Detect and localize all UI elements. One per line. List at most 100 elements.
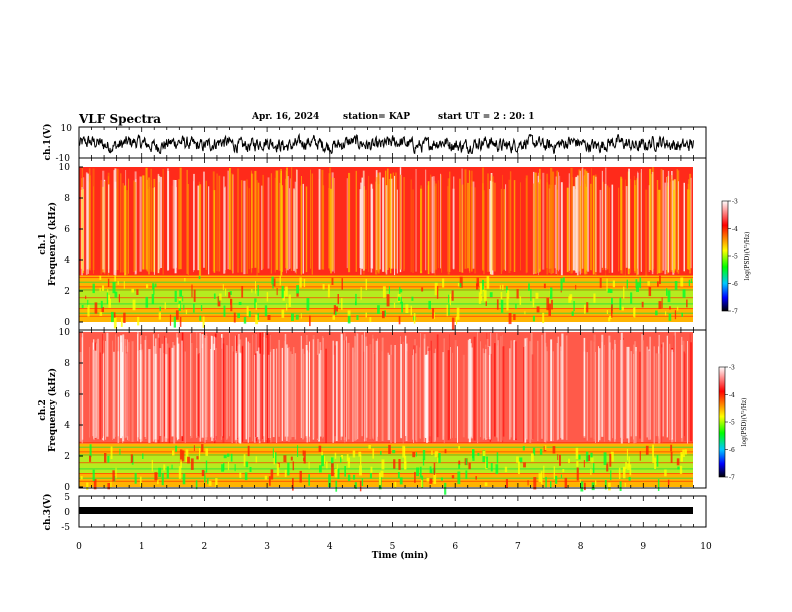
spectral-streak [575,189,576,272]
spectral-streak [620,332,623,444]
low-band-speckle [182,295,184,302]
spectral-streak [364,332,365,442]
spectral-streak [482,348,484,440]
spectral-streak [566,187,569,273]
low-band-speckle [677,466,680,470]
spectral-streak [392,172,394,269]
low-band-speckle [426,477,430,482]
spectral-streak [425,169,427,271]
spectral-streak [502,334,503,441]
low-band-speckle [416,467,419,477]
low-band-speckle [158,467,162,477]
spectral-streak [168,347,171,444]
spectral-streak [325,348,327,444]
spectral-streak [269,334,271,443]
low-band-speckle [519,457,523,463]
spectral-streak [153,187,155,275]
ch2-spectrogram-panel: 0 2 4 6 8 10 ch.2 Frequency (kHz) [38,328,707,495]
spectral-streak [483,190,485,275]
low-band-speckle [664,469,667,477]
spectral-streak [119,335,122,439]
spectral-streak [232,174,233,274]
spectral-streak [159,348,162,436]
spectral-streak [164,335,165,437]
spectral-streak [529,341,532,443]
spectral-streak [436,334,439,438]
spectral-streak [120,173,122,273]
spectral-streak [288,346,290,442]
low-band-speckle [276,288,278,296]
low-band-speckle [458,460,461,466]
spectral-streak [474,187,476,274]
spectral-streak [666,335,668,438]
spectral-streak [550,167,553,269]
spectral-streak [660,169,663,273]
low-band-speckle [400,289,403,293]
spectral-streak [94,350,97,439]
low-band-speckle [243,316,247,324]
freq-tick-label: 8 [64,194,70,204]
low-band-speckle [108,298,111,308]
spectral-streak [126,190,128,276]
low-band-speckle [222,284,224,291]
low-band-speckle [154,472,158,481]
spectral-streak [620,340,622,438]
colorbar-tick-label: -6 [729,447,735,454]
spectral-streak [232,174,234,274]
spectral-streak [684,353,686,441]
low-band-speckle [388,286,390,294]
low-band-speckle [359,480,362,492]
spectral-streak [127,339,128,441]
spectral-streak [120,342,123,438]
low-band-speckle [219,293,222,301]
spectral-streak [274,177,276,273]
low-band-speckle [163,464,166,471]
spectral-streak [150,168,152,272]
low-band-speckle [271,276,274,285]
spectral-streak [568,173,570,271]
low-band-speckle [178,466,182,479]
low-band-speckle [414,471,416,483]
spectral-streak [387,168,389,270]
spectral-streak [687,341,688,444]
figure-title: VLF Spectra [79,112,162,126]
low-band-speckle [430,469,433,474]
spectral-streak [163,353,165,442]
spectral-streak [431,176,433,274]
spectral-streak [270,173,272,274]
freq-line [79,462,693,464]
low-band-speckle [321,451,323,456]
low-band-speckle [106,292,109,305]
spectral-streak [276,348,278,443]
spectral-streak [575,176,578,273]
low-band-speckle [318,445,322,452]
spectral-streak [683,351,685,437]
low-band-speckle [102,285,105,291]
spectral-streak [585,170,588,275]
low-band-speckle [590,468,592,476]
freq-line [79,281,693,283]
low-band-speckle [335,306,338,312]
low-band-speckle [205,460,208,473]
spectral-streak [608,187,610,273]
low-band-speckle [639,451,641,461]
spectral-streak [252,334,253,442]
spectral-streak [548,184,551,273]
spectral-streak [635,351,637,443]
spectral-streak [261,332,264,439]
spectral-streak [462,354,465,438]
low-band-speckle [495,464,499,475]
spectral-streak [173,345,176,444]
spectral-streak [599,189,602,273]
low-band-speckle [327,284,330,298]
ch1-colorbar: -3 -4 -5 -6 -7 log(PSD)(V²/Hz) [721,199,751,316]
low-band-speckle [81,304,84,309]
low-band-speckle [416,452,418,457]
low-band-speckle [540,471,543,485]
spectral-streak [81,333,84,440]
low-band-speckle [398,316,401,325]
spectral-streak [651,171,654,275]
low-band-speckle [234,464,236,472]
spectral-streak [345,340,346,438]
low-band-speckle [562,277,565,283]
